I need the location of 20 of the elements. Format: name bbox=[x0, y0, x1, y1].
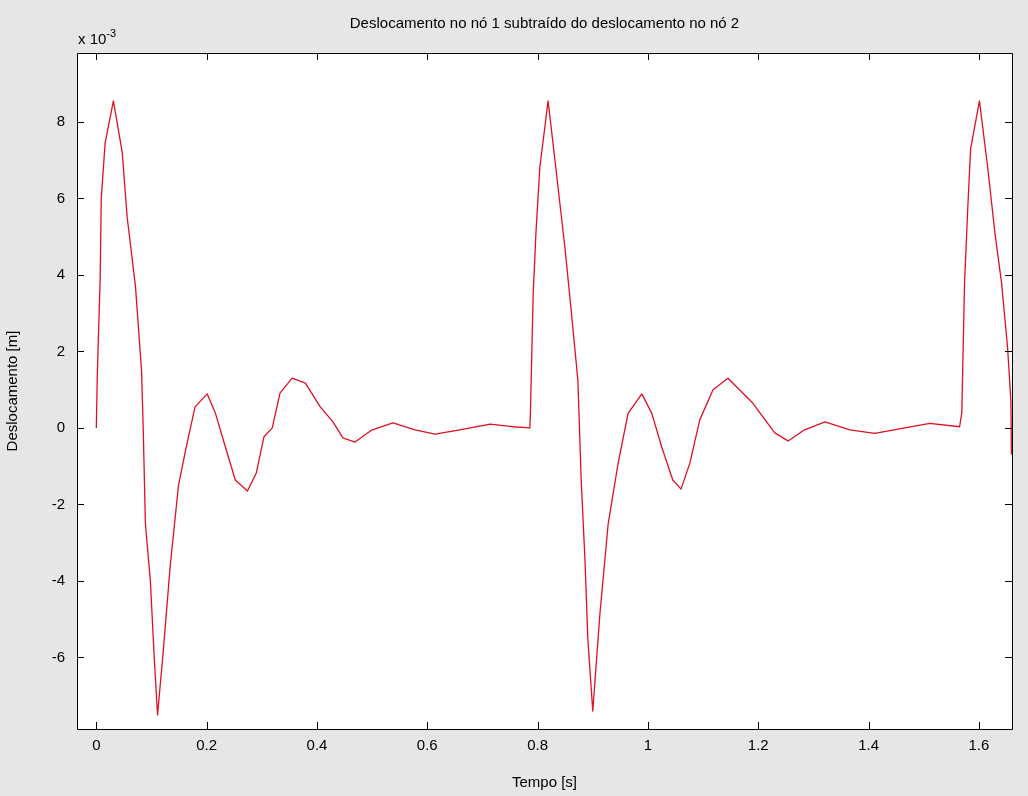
y-axis-title: Deslocamento [m] bbox=[3, 330, 21, 452]
y-tick-label: 0 bbox=[56, 418, 65, 436]
y-tick-label: 8 bbox=[56, 112, 65, 129]
x-tick-label: 0.8 bbox=[527, 736, 549, 754]
x-tick-label: 0.4 bbox=[306, 736, 328, 754]
chart-title: Deslocamento no nó 1 subtraído do deslocamento no nó 2 bbox=[349, 14, 740, 31]
x-tick-label: 1.2 bbox=[747, 736, 769, 754]
x-tick-label: 0 bbox=[92, 736, 101, 754]
x-tick-label: 1.6 bbox=[968, 736, 990, 754]
y-tick-label: 4 bbox=[56, 265, 65, 283]
y-tick-label: 2 bbox=[56, 341, 65, 359]
y-tick-label: -6 bbox=[51, 647, 65, 665]
x-tick-label: 0.6 bbox=[416, 736, 438, 754]
x-tick-label: 0.2 bbox=[196, 736, 218, 754]
y-tick-label: -2 bbox=[51, 494, 65, 512]
y-tick-label: -4 bbox=[51, 571, 65, 589]
x-tick-label: 1 bbox=[643, 736, 653, 754]
x-tick-label: 1.4 bbox=[858, 736, 880, 754]
y-tick-label: 6 bbox=[56, 188, 65, 206]
x-axis-title: Tempo [s] bbox=[511, 773, 578, 791]
